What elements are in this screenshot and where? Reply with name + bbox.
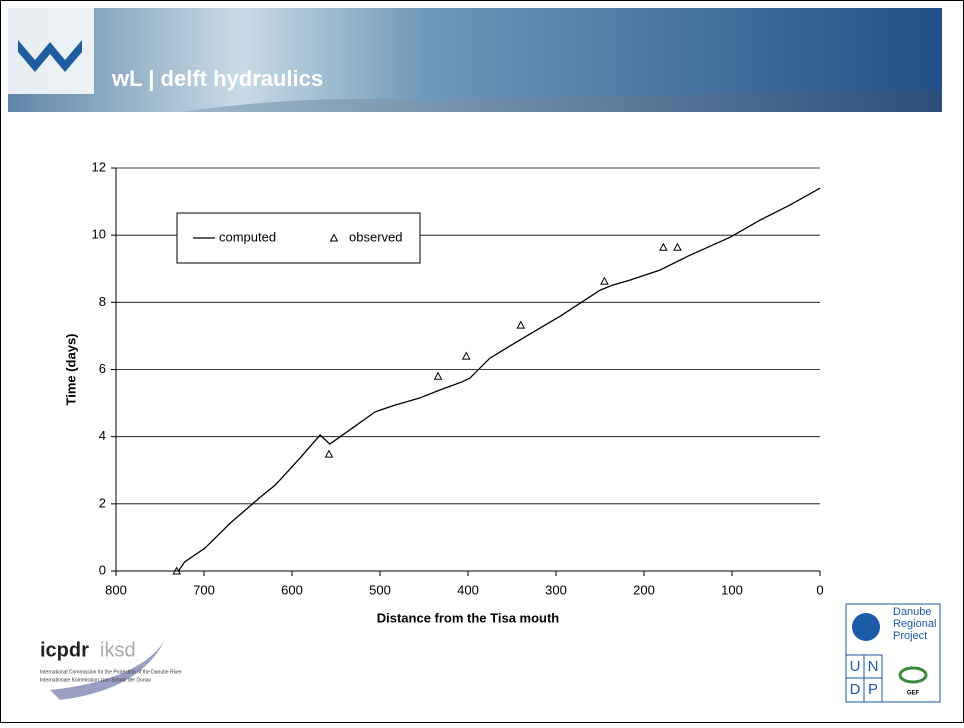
- undp-letter: U: [850, 658, 861, 675]
- icpdr-caption: International Commission for the Protect…: [40, 669, 182, 675]
- observed-marker: [659, 242, 668, 251]
- iksd: iksd: [100, 639, 136, 661]
- header-band: [180, 90, 942, 112]
- observed-marker: [324, 449, 334, 458]
- legend-marker: [329, 233, 339, 242]
- y-tick-label: 6: [99, 361, 106, 376]
- x-tick-label: 100: [721, 582, 743, 597]
- x-tick-label: 0: [816, 582, 823, 597]
- y-axis-title: Time (days): [63, 333, 78, 405]
- legend-label: computed: [219, 229, 276, 244]
- wl-logo: [18, 40, 82, 72]
- y-tick-label: 0: [99, 562, 106, 577]
- observed-marker: [673, 242, 682, 251]
- icpdr-swoosh: [50, 640, 165, 700]
- y-tick-label: 2: [99, 495, 106, 510]
- observed-marker: [433, 371, 443, 380]
- icpdr: icpdr: [40, 639, 89, 661]
- brand: wL | delft hydraulics: [111, 66, 323, 91]
- gef: GEF: [907, 691, 920, 697]
- observed-marker: [172, 566, 182, 575]
- y-tick-label: 4: [99, 428, 106, 443]
- x-tick-label: 800: [105, 582, 127, 597]
- observed-marker: [600, 276, 609, 285]
- legend-box: [176, 212, 421, 264]
- drp-text: Regional: [893, 618, 936, 630]
- observed-marker: [461, 351, 471, 360]
- x-tick-label: 500: [369, 582, 391, 597]
- computed-line: [177, 187, 821, 572]
- y-tick-label: 10: [92, 227, 106, 242]
- x-tick-label: 600: [281, 582, 303, 597]
- drp-text: Danube: [893, 606, 932, 618]
- icpdr-logo: [28, 628, 168, 706]
- iksd-caption: Internationale Kommission zum Schutz der…: [40, 677, 151, 683]
- x-tick-label: 700: [193, 582, 215, 597]
- x-tick-label: 300: [545, 582, 567, 597]
- x-tick-label: 400: [457, 582, 479, 597]
- undp-letter: P: [868, 681, 878, 698]
- observed-marker: [516, 320, 526, 329]
- y-tick-label: 8: [99, 294, 106, 309]
- un-emblem: [852, 613, 880, 641]
- legend-label: observed: [349, 229, 402, 244]
- x-tick-label: 200: [633, 582, 655, 597]
- drp-text: Project: [893, 630, 927, 642]
- gef-emblem: [898, 666, 928, 684]
- undp-letter: N: [868, 658, 879, 675]
- y-tick-label: 12: [92, 159, 106, 174]
- undp-letter: D: [850, 681, 861, 698]
- x-axis-title: Distance from the Tisa mouth: [377, 610, 560, 625]
